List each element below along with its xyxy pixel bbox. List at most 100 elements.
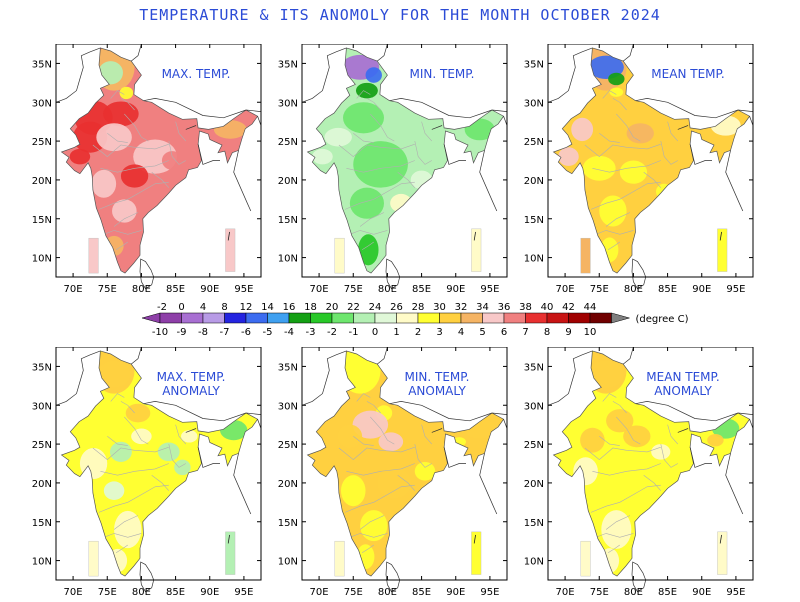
legend-swatch (288, 312, 311, 324)
lat-tick-label: 35N (32, 362, 52, 373)
lat-tick-label: 25N (32, 440, 52, 451)
legend-anomaly-label: 5 (479, 327, 485, 338)
lon-tick-label: 85E (412, 284, 431, 295)
lat-tick-label: 25N (524, 137, 544, 148)
legend-anomaly-label: -5 (263, 327, 273, 338)
legend-swatch (374, 312, 397, 324)
legend-arrow-high (611, 312, 631, 324)
lon-tick-label: 80E (378, 587, 397, 598)
map-panel-mean-anom: 35N 30N 25N 20N 15N 10N 70E 75E 80E 85E 90E 95E MEAN… (524, 347, 754, 598)
legend-swatch (310, 312, 333, 324)
legend-temp-label: 44 (584, 302, 597, 313)
legend-swatch (159, 312, 182, 324)
lon-tick-label: 80E (132, 284, 151, 295)
lon-tick-label: 90E (692, 587, 711, 598)
lon-tick-label: 90E (692, 284, 711, 295)
lat-tick-label: 20N (278, 479, 298, 490)
lon-tick-label: 80E (624, 587, 643, 598)
lon-tick-label: 75E (590, 284, 609, 295)
panel-label: MAX. TEMP. (157, 370, 226, 384)
lon-tick-label: 85E (658, 587, 677, 598)
legend-temp-label: 28 (412, 302, 425, 313)
legend-swatch (439, 312, 462, 324)
lat-tick-label: 30N (524, 98, 544, 109)
legend-anomaly-label: -2 (327, 327, 337, 338)
panel-label-anomaly: ANOMALY (408, 384, 466, 398)
legend-temp-label: 16 (283, 302, 296, 313)
legend-anomaly-label: -8 (198, 327, 208, 338)
legend-anomaly-label: 0 (372, 327, 378, 338)
legend-temp-label: 0 (178, 302, 184, 313)
map-panel-max-anom: 35N 30N 25N 20N 15N 10N 70E 75E 80E 85E 90E 95E MAX.… (32, 347, 262, 598)
lon-tick-label: 90E (446, 587, 465, 598)
legend-swatch (353, 312, 376, 324)
legend-swatch (245, 312, 268, 324)
lat-tick-label: 20N (524, 479, 544, 490)
lat-tick-label: 25N (278, 137, 298, 148)
lat-tick-label: 35N (278, 59, 298, 70)
legend-swatch (267, 312, 290, 324)
lon-tick-label: 75E (98, 587, 117, 598)
lon-tick-label: 75E (590, 587, 609, 598)
map-panel-mean-temp: 35N 30N 25N 20N 15N 10N 70E 75E 80E 85E 90E 95E MEAN… (524, 44, 754, 295)
panel-label: MAX. TEMP. (162, 67, 231, 81)
legend-anomaly-label: 8 (544, 327, 550, 338)
legend-swatch (224, 312, 247, 324)
lon-tick-label: 90E (200, 284, 219, 295)
panel-label: MIN. TEMP. (405, 370, 470, 384)
lon-tick-label: 70E (64, 587, 83, 598)
lat-tick-label: 10N (524, 557, 544, 568)
map-panel-min-anom: 35N 30N 25N 20N 15N 10N 70E 75E 80E 85E 90E 95E MIN.… (278, 347, 508, 598)
lon-tick-label: 80E (132, 587, 151, 598)
lat-tick-label: 30N (32, 98, 52, 109)
lat-tick-label: 10N (32, 557, 52, 568)
legend-anomaly-label: 4 (458, 327, 464, 338)
lat-tick-label: 20N (32, 176, 52, 187)
lat-tick-label: 20N (32, 479, 52, 490)
lat-tick-label: 30N (278, 401, 298, 412)
lat-tick-label: 10N (32, 254, 52, 265)
lon-tick-label: 70E (64, 284, 83, 295)
legend-anomaly-label: 7 (522, 327, 528, 338)
lat-tick-label: 20N (524, 176, 544, 187)
lat-tick-label: 25N (524, 440, 544, 451)
lon-tick-label: 95E (726, 587, 745, 598)
lon-tick-label: 95E (726, 284, 745, 295)
lat-tick-label: 10N (524, 254, 544, 265)
legend-temp-label: 36 (498, 302, 511, 313)
panel-label-anomaly: ANOMALY (162, 384, 220, 398)
legend-temp-label: 24 (369, 302, 382, 313)
lon-tick-label: 75E (344, 587, 363, 598)
legend-anomaly-label: 6 (501, 327, 507, 338)
legend-swatch (525, 312, 548, 324)
panel-label: MIN. TEMP. (410, 67, 475, 81)
legend-swatch (396, 312, 419, 324)
lat-tick-label: 30N (278, 98, 298, 109)
panel-label: MEAN TEMP. (651, 67, 724, 81)
legend-temp-label: 8 (221, 302, 227, 313)
legend-anomaly-label: 10 (584, 327, 597, 338)
legend-arrow-low (141, 312, 161, 324)
legend-swatch (202, 312, 225, 324)
lat-tick-label: 30N (524, 401, 544, 412)
lon-tick-label: 95E (480, 284, 499, 295)
lat-tick-label: 15N (524, 518, 544, 529)
legend-temp-label: 26 (390, 302, 403, 313)
legend-anomaly-label: -7 (220, 327, 230, 338)
legend-temp-label: 4 (200, 302, 206, 313)
lon-tick-label: 70E (310, 587, 329, 598)
lat-tick-label: 10N (278, 557, 298, 568)
legend-temp-label: 30 (433, 302, 446, 313)
legend-temp-label: 32 (455, 302, 468, 313)
legend-swatch (568, 312, 591, 324)
lon-tick-label: 85E (658, 284, 677, 295)
lat-tick-label: 35N (524, 59, 544, 70)
lon-tick-label: 95E (234, 587, 253, 598)
lon-tick-label: 70E (310, 284, 329, 295)
legend-unit: (degree C) (636, 314, 689, 325)
lat-tick-label: 15N (32, 518, 52, 529)
legend-swatch (482, 312, 505, 324)
legend-temp-label: 40 (541, 302, 554, 313)
lat-tick-label: 20N (278, 176, 298, 187)
legend-anomaly-label: 9 (565, 327, 571, 338)
